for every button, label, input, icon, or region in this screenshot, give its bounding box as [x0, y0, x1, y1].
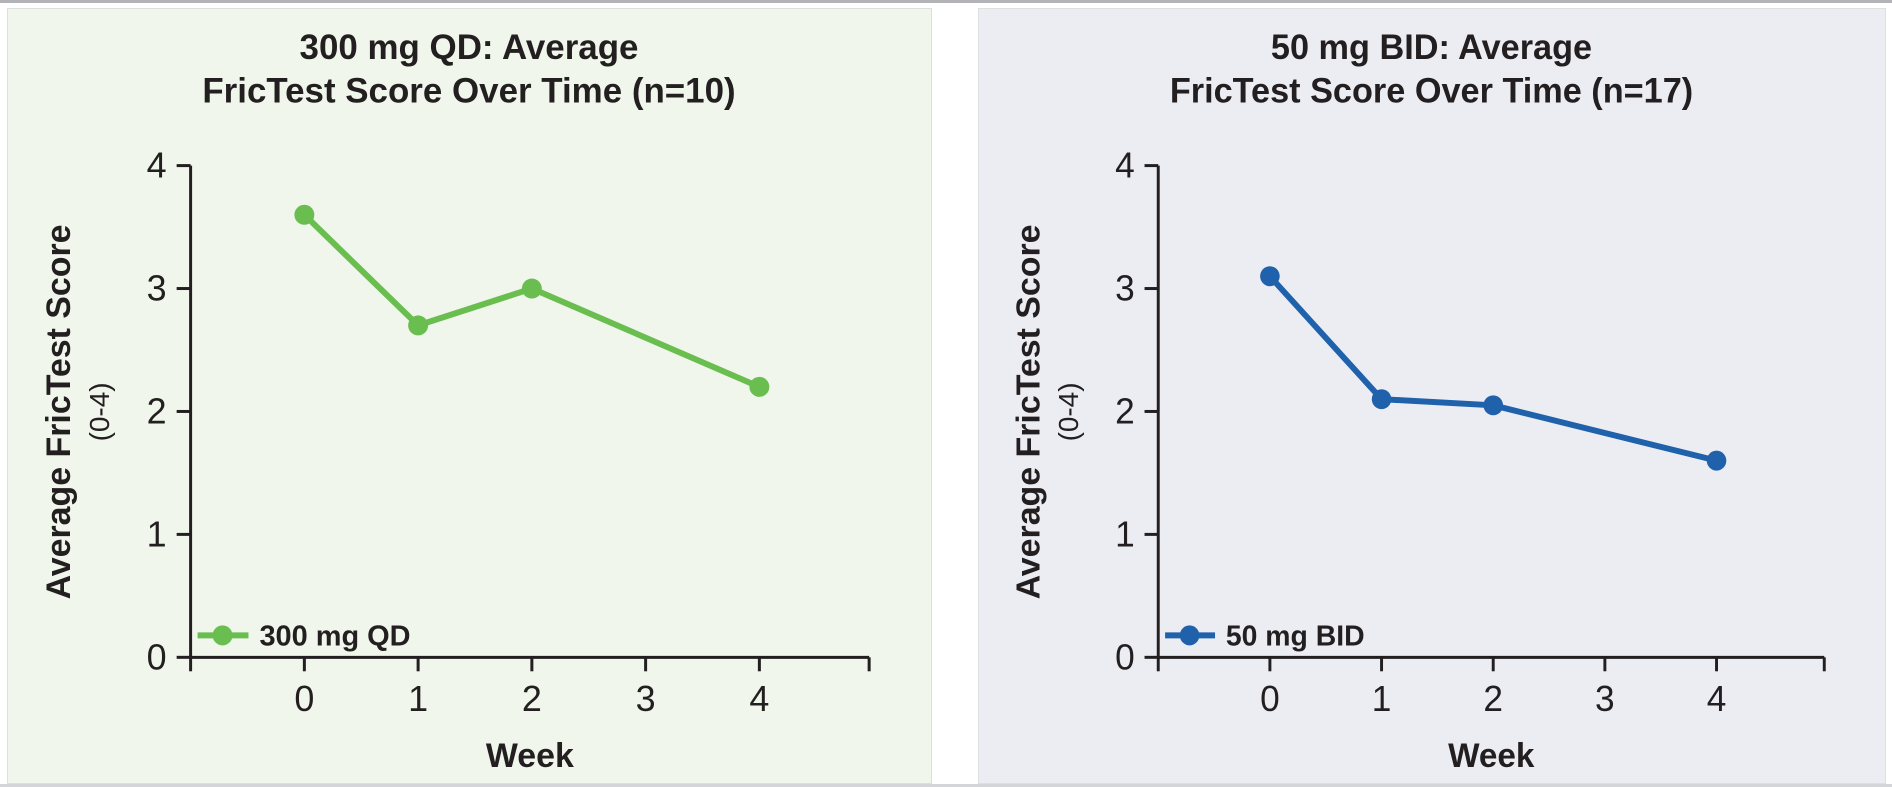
x-tick-label: 0	[1260, 679, 1280, 719]
y-tick-label: 3	[147, 268, 167, 309]
x-tick-label: 2	[1483, 679, 1503, 719]
data-point	[749, 376, 770, 397]
x-tick-label: 1	[408, 678, 428, 719]
chart-title-line2: FricTest Score Over Time (n=10)	[202, 72, 735, 111]
x-tick-label: 4	[749, 678, 769, 719]
chart-panel-50mg-bid: 50 mg BID: Average FricTest Score Over T…	[978, 8, 1886, 784]
y-tick-label: 4	[1115, 145, 1135, 185]
y-tick-label: 2	[147, 390, 167, 431]
data-point	[408, 315, 429, 336]
x-tick-label: 4	[1707, 679, 1727, 719]
data-point	[1483, 395, 1504, 416]
data-point	[1706, 450, 1727, 471]
legend: 50 mg BID	[1165, 620, 1365, 652]
chart-title-line2: FricTest Score Over Time (n=17)	[1170, 72, 1693, 110]
y-axis-subtitle: (0-4)	[1053, 382, 1084, 441]
x-tick-label: 0	[294, 678, 314, 719]
y-tick-label: 1	[147, 513, 167, 554]
x-axis-title: Week	[486, 737, 574, 775]
y-tick-label: 0	[147, 636, 167, 677]
y-tick-label: 4	[147, 145, 167, 186]
x-tick-label: 3	[636, 678, 656, 719]
series-line	[302, 212, 761, 390]
x-tick-label: 2	[522, 678, 542, 719]
x-axis-title: Week	[1448, 738, 1535, 775]
y-tick-label: 0	[1115, 637, 1135, 677]
legend-marker-icon	[1179, 625, 1200, 646]
chart-panel-300mg-qd: 300 mg QD: Average FricTest Score Over T…	[7, 8, 932, 784]
chart-title-line1: 50 mg BID: Average	[1271, 29, 1592, 67]
x-tick-label: 3	[1595, 679, 1615, 719]
line-chart-300mg-qd: 300 mg QD: Average FricTest Score Over T…	[40, 28, 871, 775]
generated-chart-elements: 0 1 2 3 4 0 1 2 3 4	[1115, 145, 1826, 719]
line-chart-50mg-bid: 50 mg BID: Average FricTest Score Over T…	[1011, 29, 1826, 775]
chart-title-line1: 300 mg QD: Average	[300, 28, 639, 67]
y-axis-title: Average FricTest Score	[40, 224, 78, 599]
y-tick-label: 2	[1115, 391, 1135, 431]
data-point	[294, 204, 315, 225]
y-axis-subtitle: (0-4)	[84, 382, 115, 441]
data-point	[521, 278, 542, 299]
data-point	[1371, 389, 1392, 410]
data-point	[1260, 266, 1280, 287]
y-tick-label: 3	[1115, 268, 1135, 308]
legend-label: 300 mg QD	[259, 620, 410, 652]
y-axis-title: Average FricTest Score	[1011, 224, 1048, 599]
legend-label: 50 mg BID	[1226, 620, 1365, 652]
series-line	[1267, 274, 1718, 464]
x-tick-label: 1	[1372, 679, 1392, 719]
legend: 300 mg QD	[197, 620, 411, 652]
y-tick-label: 1	[1115, 514, 1135, 554]
legend-marker-icon	[212, 625, 233, 646]
generated-chart-elements: 0 1 2 3 4 0 1 2 3 4	[147, 145, 871, 719]
